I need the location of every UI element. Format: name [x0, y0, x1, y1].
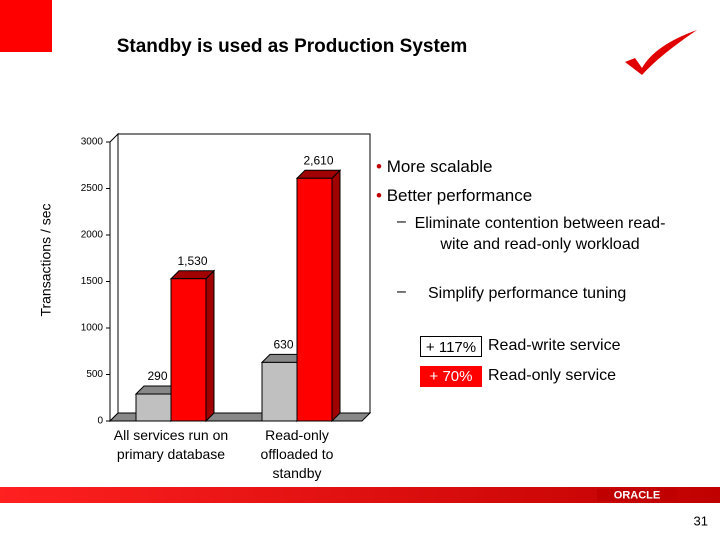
- checkmark: [625, 30, 697, 75]
- bullet: • More scalable: [376, 157, 493, 176]
- logo-box: [597, 489, 677, 501]
- value-label: 290: [147, 369, 167, 383]
- corner-block: [0, 0, 52, 52]
- y-axis-label: Transactions / sec: [38, 203, 54, 316]
- value-label: 2,610: [303, 153, 333, 167]
- y-tick-label: 2500: [81, 183, 104, 194]
- callout-text: Read-write service: [488, 337, 621, 354]
- bullet: • Better performance: [376, 186, 533, 205]
- plot: 0 500 1000 1500 2000 2500 3000 290 1,530 630 2,610: [81, 132, 372, 427]
- bar-top: [295, 169, 342, 179]
- dash: –: [397, 213, 406, 230]
- sub-bullet: Eliminate contention between read-wite a…: [414, 215, 666, 253]
- bar: [296, 177, 333, 422]
- value-label: 1,530: [177, 254, 207, 268]
- x-tick-label: All services run on primary database: [113, 427, 229, 462]
- bar-side: [205, 269, 215, 423]
- page-number: 31: [694, 513, 708, 528]
- dash: –: [397, 283, 406, 300]
- side-wall: [109, 132, 119, 423]
- x-tick-label: Read-only offloaded to standby: [260, 427, 334, 481]
- logo: ORACLE: [614, 489, 660, 501]
- y-tick-label: 500: [86, 369, 103, 380]
- footer-band: [0, 487, 720, 503]
- y-tick-label: 3000: [81, 137, 104, 148]
- slide-title: Standby is used as Production System: [117, 36, 468, 57]
- sub-bullet: Simplify performance tuning: [428, 285, 627, 302]
- bar: [170, 278, 207, 422]
- y-tick-label: 0: [97, 416, 103, 427]
- value-label: 630: [273, 338, 293, 352]
- callout-badge: + 70%: [420, 366, 482, 387]
- bar: [261, 361, 298, 422]
- y-tick-label: 1500: [81, 276, 104, 287]
- bar-top: [169, 270, 216, 280]
- y-tick-label: 2000: [81, 230, 104, 241]
- callout-text: Read-only service: [488, 367, 617, 384]
- y-tick-label: 1000: [81, 323, 104, 334]
- bar-side: [331, 169, 341, 423]
- bullet-text: Better performance: [386, 186, 533, 205]
- callout-badge: + 117%: [420, 336, 482, 357]
- bar: [135, 393, 172, 422]
- bullet-text: More scalable: [386, 157, 493, 176]
